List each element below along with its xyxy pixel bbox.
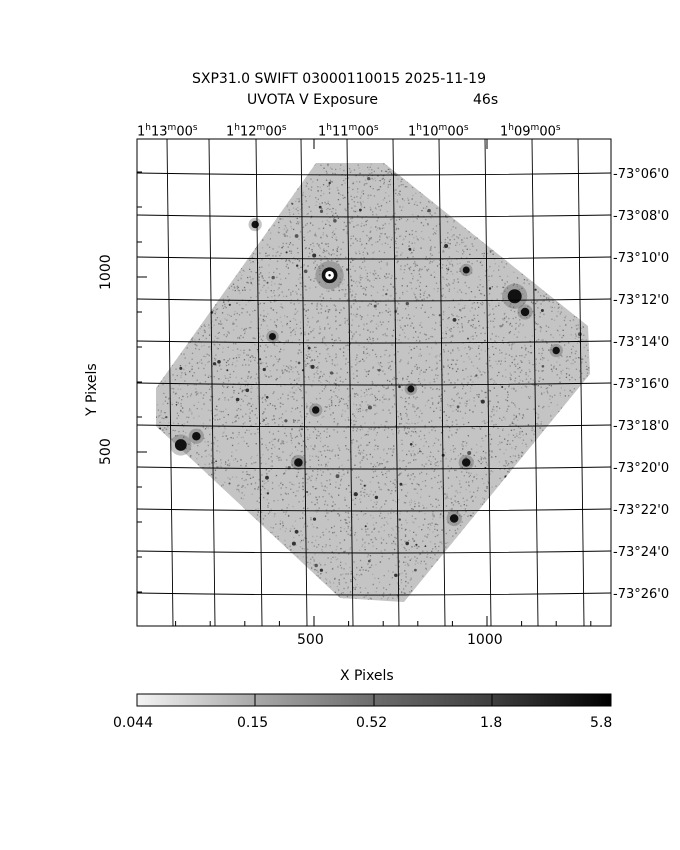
dec-grid-line bbox=[136, 172, 612, 176]
ra-tick-label: 1h12m00s bbox=[226, 123, 287, 140]
ra-grid-line bbox=[208, 138, 216, 627]
colorbar-tick: 0.15 bbox=[237, 715, 269, 731]
dec-grid-line bbox=[136, 550, 612, 554]
x-tick-500: 500 bbox=[297, 632, 324, 648]
y-axis-label: Y Pixels bbox=[84, 363, 100, 416]
ra-grid-line bbox=[166, 138, 174, 627]
colorbar-tick: 0.044 bbox=[113, 715, 154, 731]
dec-tick-label: -73°06'0 bbox=[613, 167, 670, 182]
source-star bbox=[549, 343, 563, 358]
dec-grid-line bbox=[136, 298, 612, 302]
ra-grid-line bbox=[577, 138, 585, 627]
dec-tick-label: -73°22'0 bbox=[613, 503, 670, 518]
ra-tick-label: 1h09m00s bbox=[500, 123, 561, 140]
ra-grid-line bbox=[300, 138, 308, 627]
dec-grid-line bbox=[136, 466, 612, 470]
source-star bbox=[517, 304, 533, 320]
title-line2-label: UVOTA V Exposure bbox=[247, 92, 378, 108]
y-tick-1000: 1000 bbox=[98, 254, 114, 290]
ra-grid-line bbox=[531, 138, 539, 627]
source-star bbox=[315, 261, 344, 290]
dec-tick-label: -73°26'0 bbox=[613, 587, 670, 602]
exposure-footprint bbox=[156, 163, 590, 602]
dec-grid-line bbox=[136, 424, 612, 428]
dec-grid-line bbox=[136, 382, 612, 386]
colorbar-tick: 0.52 bbox=[356, 715, 388, 731]
source-star bbox=[188, 428, 205, 444]
dec-tick-label: -73°16'0 bbox=[613, 377, 670, 392]
y-tick-500: 500 bbox=[98, 438, 114, 465]
ra-grid-line bbox=[392, 138, 400, 627]
source-star bbox=[459, 263, 473, 277]
source-star bbox=[446, 510, 462, 527]
dec-tick-label: -73°08'0 bbox=[613, 209, 670, 224]
source-star bbox=[309, 403, 323, 417]
dec-tick-label: -73°10'0 bbox=[613, 251, 670, 266]
colorbar-tick: 5.8 bbox=[590, 715, 613, 731]
source-star bbox=[248, 217, 262, 232]
ra-grid-line bbox=[255, 138, 263, 627]
dec-grid-line bbox=[136, 592, 612, 596]
dec-tick-label: -73°12'0 bbox=[613, 293, 670, 308]
ra-tick-label: 1h10m00s bbox=[408, 123, 469, 140]
dec-grid-line bbox=[136, 256, 612, 260]
x-axis-label: X Pixels bbox=[340, 668, 394, 684]
ra-tick-label: 1h13m00s bbox=[137, 123, 198, 140]
source-star bbox=[170, 434, 192, 456]
dec-tick-label: -73°18'0 bbox=[613, 419, 670, 434]
dec-tick-label: -73°24'0 bbox=[613, 545, 670, 560]
title-line1: SXP31.0 SWIFT 03000110015 2025-11-19 bbox=[192, 71, 486, 87]
dec-grid-line bbox=[136, 508, 612, 512]
title-line2-exposure: 46s bbox=[473, 92, 499, 108]
source-star bbox=[404, 382, 418, 396]
source-star bbox=[290, 454, 307, 471]
ra-grid-line bbox=[484, 138, 492, 627]
source-star bbox=[458, 454, 474, 471]
colorbar-tick: 1.8 bbox=[480, 715, 503, 731]
ra-grid-line bbox=[346, 138, 354, 627]
source-star bbox=[266, 330, 279, 343]
dec-grid-line bbox=[136, 340, 612, 344]
dec-tick-label: -73°14'0 bbox=[613, 335, 670, 350]
source-star bbox=[502, 283, 528, 309]
dec-grid-line bbox=[136, 214, 612, 218]
dec-tick-label: -73°20'0 bbox=[613, 461, 670, 476]
ra-tick-label: 1h11m00s bbox=[318, 123, 379, 140]
ra-grid-line bbox=[438, 138, 446, 627]
x-tick-1000: 1000 bbox=[467, 632, 503, 648]
